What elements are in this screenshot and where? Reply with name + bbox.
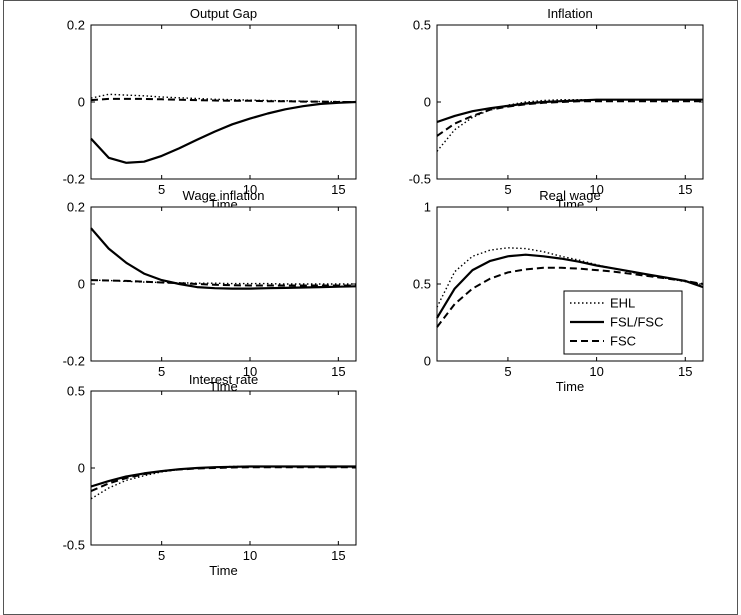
x-tick-label: 5	[158, 182, 165, 197]
y-tick-label: -0.2	[63, 172, 85, 187]
x-tick-label: 15	[331, 182, 345, 197]
x-axis-label: Time	[209, 379, 237, 394]
x-tick-label: 15	[678, 364, 692, 379]
panel-title: Output Gap	[190, 6, 257, 21]
y-tick-label: 1	[424, 200, 431, 215]
x-tick-label: 15	[331, 548, 345, 563]
series-line-fsc	[90, 279, 356, 287]
series-line-fsl-fsc	[90, 100, 357, 164]
series-line-fsl-fsc	[90, 227, 357, 290]
y-tick-label: 0	[78, 277, 85, 292]
series-line-fsl-fsc	[436, 253, 704, 319]
y-tick-label: 0.5	[67, 384, 85, 399]
x-tick-label: 5	[504, 182, 511, 197]
y-tick-label: -0.5	[409, 172, 431, 187]
x-tick-label: 10	[589, 364, 603, 379]
series-line-fsc	[436, 100, 703, 137]
series-line-fsl-fsc	[436, 98, 703, 124]
panel-title: Real wage	[539, 188, 600, 203]
y-tick-label: -0.5	[63, 538, 85, 553]
panel-title: Inflation	[547, 6, 593, 21]
legend-label: FSC	[610, 334, 636, 349]
x-tick-label: 10	[589, 182, 603, 197]
y-tick-label: 0.2	[67, 18, 85, 33]
y-tick-label: 0.5	[413, 18, 431, 33]
x-tick-label: 15	[331, 364, 345, 379]
y-tick-label: -0.2	[63, 354, 85, 369]
y-tick-label: 0	[78, 461, 85, 476]
y-tick-label: 0	[424, 354, 431, 369]
x-axis-label: Time	[556, 379, 584, 394]
legend-label: EHL	[610, 296, 635, 311]
x-tick-label: 10	[243, 364, 257, 379]
x-tick-label: 5	[158, 548, 165, 563]
series-line-ehl	[436, 247, 704, 308]
y-tick-label: 0	[78, 95, 85, 110]
x-tick-label: 5	[158, 364, 165, 379]
legend: EHL FSL/FSC FSC	[563, 290, 683, 355]
panel-title: Wage inflation	[183, 188, 265, 203]
y-tick-label: 0	[424, 95, 431, 110]
x-tick-label: 15	[678, 182, 692, 197]
y-tick-label: 0.2	[67, 200, 85, 215]
series-line-ehl	[90, 465, 356, 500]
panel-3: Wage inflation Time 5 10 15 0.2 0 -0.2	[63, 188, 357, 394]
legend-label: FSL/FSC	[610, 315, 663, 330]
y-tick-label: 0.5	[413, 277, 431, 292]
x-tick-label: 10	[243, 182, 257, 197]
x-axis-label: Time	[209, 563, 237, 578]
x-tick-label: 10	[243, 548, 257, 563]
panel-title: Interest rate	[189, 372, 258, 387]
series-line-fsc	[90, 466, 356, 493]
x-tick-label: 5	[504, 364, 511, 379]
series-line-fsc	[436, 266, 704, 328]
series-line-fsc	[90, 97, 356, 103]
